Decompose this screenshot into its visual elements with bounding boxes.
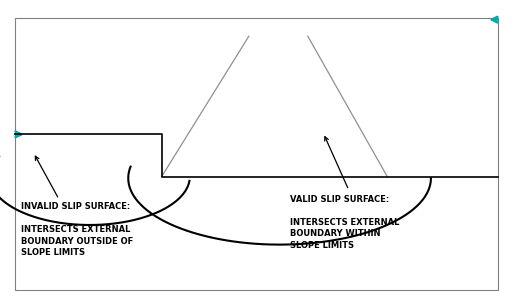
Text: VALID SLIP SURFACE:

INTERSECTS EXTERNAL
BOUNDARY WITHIN
SLOPE LIMITS: VALID SLIP SURFACE: INTERSECTS EXTERNAL … (290, 195, 399, 249)
Text: INVALID SLIP SURFACE:

INTERSECTS EXTERNAL
BOUNDARY OUTSIDE OF
SLOPE LIMITS: INVALID SLIP SURFACE: INTERSECTS EXTERNA… (21, 202, 133, 257)
